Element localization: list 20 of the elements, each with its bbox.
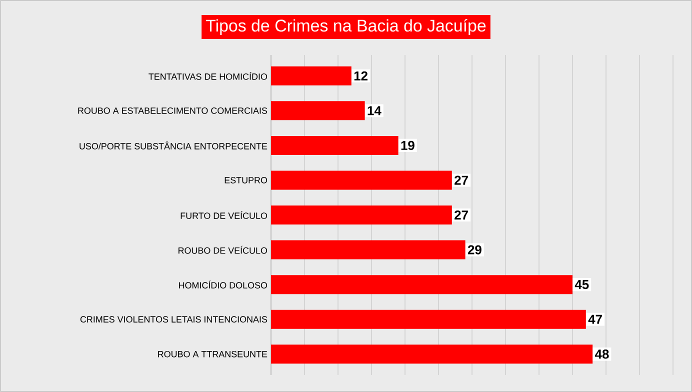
chart-title: Tipos de Crimes na Bacia do Jacuípe bbox=[206, 19, 486, 35]
y-tick-label: ROUBO A TTRANSEUNTE bbox=[158, 350, 268, 358]
data-label: 19 bbox=[401, 140, 414, 150]
data-label: 48 bbox=[595, 350, 609, 359]
y-tick-label: HOMICÍDIO DOLOSO bbox=[179, 280, 268, 289]
data-label: 14 bbox=[368, 106, 382, 116]
data-label: 45 bbox=[574, 280, 589, 290]
y-tick-label: ROUBO A ESTABELECIMENTO COMERCIAIS bbox=[78, 107, 268, 114]
data-label: 27 bbox=[454, 210, 468, 220]
data-label: 47 bbox=[588, 314, 602, 324]
y-tick-label: FURTO DE VEÍCULO bbox=[180, 211, 268, 219]
y-tick-label: TENTATIVAS DE HOMICÍDIO bbox=[148, 72, 268, 80]
bar bbox=[271, 275, 572, 294]
data-label: 12 bbox=[354, 71, 368, 80]
y-tick-label: ESTUPRO bbox=[224, 177, 268, 184]
y-tick-label: ROUBO DE VEÍCULO bbox=[178, 246, 268, 254]
data-label: 27 bbox=[454, 176, 468, 185]
data-label: 29 bbox=[468, 245, 482, 254]
y-tick-label: CRIMES VIOLENTOS LETAIS INTENCIONAIS bbox=[80, 316, 268, 323]
y-tick-label: USO/PORTE SUBSTÂNCIA ENTORPECENTE bbox=[80, 141, 268, 150]
